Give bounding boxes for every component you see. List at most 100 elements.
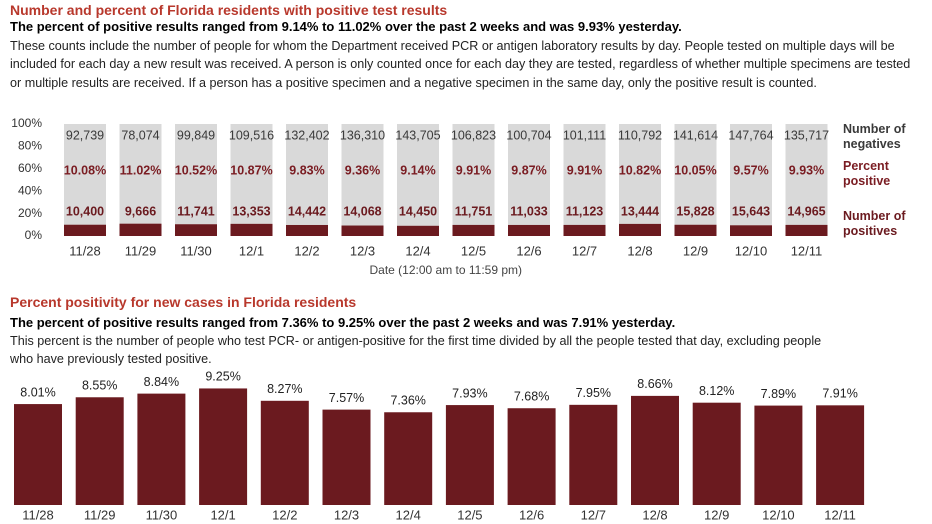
data-label: 11,741	[177, 204, 215, 218]
negatives-bar	[286, 124, 328, 225]
negatives-bar	[452, 124, 495, 225]
data-label: 9,666	[125, 204, 156, 218]
x-tick-label: 12/11	[791, 243, 823, 258]
data-label: 11,123	[566, 204, 604, 218]
data-label: 8.27%	[267, 382, 302, 396]
negatives-bar	[64, 124, 106, 225]
data-label: 106,823	[451, 128, 496, 142]
x-tick-label: 12/10	[762, 507, 795, 522]
data-label: 10.82%	[619, 163, 661, 177]
bar	[692, 402, 741, 505]
positives-bar	[674, 224, 717, 236]
data-label: 99,849	[177, 128, 215, 142]
data-label: 132,402	[284, 128, 329, 142]
x-tick-label: 12/11	[824, 507, 856, 522]
data-label: 136,310	[340, 128, 385, 142]
x-tick-label: 11/29	[125, 243, 157, 258]
x-tick-label: 12/1	[210, 507, 235, 522]
bar	[14, 404, 62, 505]
chart-description: These counts include the number of peopl…	[10, 39, 911, 90]
negatives-bar	[785, 124, 828, 225]
data-label: 100,704	[506, 128, 551, 142]
data-label: 14,965	[787, 204, 825, 218]
x-tick-label: 12/2	[294, 243, 319, 258]
y-tick-label: 60%	[18, 161, 42, 175]
bar	[631, 395, 679, 505]
negatives-bar	[175, 124, 217, 225]
data-label: 7.89%	[761, 387, 796, 401]
data-label: 14,068	[343, 204, 381, 218]
data-label: 13,353	[232, 204, 270, 218]
x-tick-label: 11/28	[22, 507, 54, 522]
data-label: 9.87%	[511, 163, 546, 177]
positives-bar	[175, 224, 217, 236]
x-tick-label: 12/3	[334, 507, 359, 522]
x-tick-label: 12/7	[581, 507, 606, 522]
chart-title: Number and percent of Florida residents …	[10, 2, 448, 18]
data-label: 143,705	[395, 128, 440, 142]
bar	[260, 400, 309, 505]
negatives-bar	[230, 124, 273, 224]
data-label: 9.25%	[205, 370, 240, 384]
y-tick-label: 40%	[18, 183, 42, 197]
x-tick-label: 12/6	[516, 243, 541, 258]
bar	[75, 397, 124, 505]
bar	[199, 388, 248, 505]
data-label: 101,111	[563, 128, 606, 142]
chart-subtitle: The percent of positive results ranged f…	[10, 315, 676, 330]
chart-subtitle: The percent of positive results ranged f…	[10, 19, 682, 34]
x-tick-label: 12/5	[461, 243, 486, 258]
data-label: 9.14%	[400, 163, 435, 177]
data-label: 13,444	[621, 204, 659, 218]
data-label: 7.95%	[576, 386, 611, 400]
data-label: 8.55%	[82, 379, 117, 393]
legend-label: Number of negatives	[843, 122, 906, 151]
x-tick-label: 11/28	[69, 243, 101, 258]
y-tick-label: 100%	[11, 116, 42, 130]
positive-results-section: Number and percent of Florida residents …	[10, 2, 911, 277]
bar	[384, 412, 433, 505]
x-tick-label: 12/8	[642, 507, 667, 522]
negatives-bar	[119, 124, 162, 224]
data-label: 7.57%	[329, 391, 364, 405]
x-tick-label: 12/8	[627, 243, 652, 258]
positives-bar	[730, 225, 772, 236]
data-label: 10.87%	[230, 163, 272, 177]
x-tick-label: 12/7	[572, 243, 597, 258]
x-tick-label: 12/1	[239, 243, 264, 258]
y-tick-label: 20%	[18, 206, 42, 220]
chart-description: This percent is the number of people who…	[10, 334, 822, 367]
data-label: 10.52%	[175, 163, 217, 177]
data-label: 110,792	[618, 128, 662, 142]
bar	[754, 405, 803, 505]
bar	[445, 405, 494, 505]
data-label: 135,717	[784, 128, 829, 142]
x-tick-label: 12/4	[405, 243, 430, 258]
data-label: 78,074	[121, 128, 159, 142]
positives-bar	[397, 225, 439, 236]
positives-bar	[119, 223, 162, 236]
positives-bar	[563, 224, 606, 236]
x-tick-label: 11/30	[180, 243, 212, 258]
positives-bar	[286, 224, 328, 236]
x-tick-label: 12/3	[350, 243, 375, 258]
data-label: 8.01%	[20, 385, 55, 399]
negatives-bar	[397, 124, 439, 226]
data-label: 147,764	[728, 128, 773, 142]
x-tick-label: 12/9	[683, 243, 708, 258]
positives-bar	[64, 224, 106, 236]
data-label: 92,739	[66, 128, 104, 142]
negatives-bar	[563, 124, 606, 225]
x-axis-label: Date (12:00 am to 11:59 pm)	[369, 263, 522, 277]
positives-bar	[452, 224, 495, 236]
y-tick-label: 0%	[25, 228, 43, 242]
data-label: 10.08%	[64, 163, 106, 177]
percent-positivity-section: Percent positivity for new cases in Flor…	[0, 292, 932, 524]
bar	[507, 408, 556, 505]
data-label: 15,828	[676, 204, 714, 218]
chart: 8.01% 11/28 8.55% 11/29 8.84% 11/30 9.25% 12/1 8…	[14, 370, 865, 522]
x-tick-label: 12/4	[396, 507, 421, 522]
bar	[137, 393, 186, 505]
data-label: 7.91%	[822, 387, 857, 401]
chart: 0% 20% 40% 60% 80% 100% 92,739 10.08% 10,400 11/2…	[11, 116, 829, 277]
